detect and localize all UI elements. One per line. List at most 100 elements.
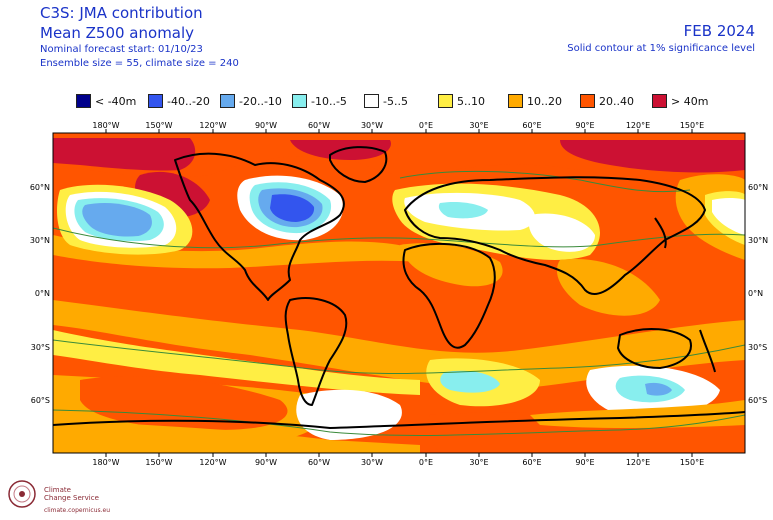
lon-label: 150°E bbox=[680, 458, 704, 465]
legend-swatch bbox=[292, 94, 307, 108]
coastline-japan bbox=[654, 217, 667, 249]
lon-label: 180°W bbox=[92, 121, 119, 130]
lat-labels-left: 60°N 30°N 0°N 30°S 60°S bbox=[30, 183, 50, 405]
world-map: 180°W 150°W 120°W 90°W 60°W 30°W 0°E 30°… bbox=[30, 121, 768, 465]
lon-label: 90°E bbox=[575, 458, 594, 465]
legend-item: -40..-20 bbox=[148, 93, 210, 109]
legend-item: 20..40 bbox=[580, 93, 634, 109]
legend-label: -5..5 bbox=[383, 94, 408, 108]
lat-label: 0°N bbox=[748, 289, 763, 298]
significance-contour bbox=[53, 409, 745, 436]
lat-label: 30°N bbox=[748, 236, 768, 245]
legend-label: -40..-20 bbox=[167, 94, 210, 108]
lat-labels-right: 60°N 30°N 0°N 30°S 60°S bbox=[748, 183, 768, 405]
lon-label: 120°W bbox=[199, 121, 226, 130]
lon-label: 90°E bbox=[575, 121, 594, 130]
ensemble-size-text: Ensemble size = 55, climate size = 240 bbox=[40, 58, 239, 69]
legend-item: 5..10 bbox=[438, 93, 485, 109]
axis-ticks bbox=[105, 129, 693, 457]
significance-contour bbox=[399, 170, 691, 193]
climate-service-logo-icon bbox=[8, 480, 36, 508]
legend-label: -20..-10 bbox=[239, 94, 282, 108]
lon-label: 30°W bbox=[361, 121, 383, 130]
lon-label: 120°W bbox=[199, 458, 226, 465]
legend-label: -10..-5 bbox=[311, 94, 347, 108]
legend-swatch bbox=[76, 94, 91, 108]
anomaly-region bbox=[80, 376, 288, 430]
legend-item: -20..-10 bbox=[220, 93, 282, 109]
significance-contour bbox=[53, 339, 745, 374]
logo-url: climate.copernicus.eu bbox=[44, 507, 111, 514]
anomaly-region bbox=[440, 370, 500, 393]
anomaly-region bbox=[400, 243, 503, 287]
lat-label: 30°S bbox=[31, 343, 50, 352]
legend-swatch bbox=[652, 94, 667, 108]
legend-label: 5..10 bbox=[457, 94, 485, 108]
lat-label: 30°S bbox=[748, 343, 767, 352]
lon-label: 0°E bbox=[419, 121, 433, 130]
anomaly-region bbox=[560, 140, 745, 173]
lon-label: 30°W bbox=[361, 458, 383, 465]
legend-swatch bbox=[148, 94, 163, 108]
coastline-new-zealand bbox=[699, 329, 716, 373]
lon-labels-bottom: 180°W 150°W 120°W 90°W 60°W 30°W 0°E 30°… bbox=[92, 458, 704, 465]
lon-label: 150°W bbox=[145, 458, 172, 465]
legend-item: < -40m bbox=[76, 93, 136, 109]
lat-label: 0°N bbox=[35, 289, 50, 298]
lon-label: 60°W bbox=[308, 458, 330, 465]
lon-label: 90°W bbox=[255, 458, 277, 465]
coastline-greenland bbox=[329, 146, 388, 183]
anomaly-region bbox=[530, 400, 745, 429]
legend-item: > 40m bbox=[652, 93, 708, 109]
anomaly-region bbox=[53, 138, 196, 171]
lat-label: 60°N bbox=[30, 183, 50, 192]
anomaly-region bbox=[645, 382, 672, 396]
coastline-eurasia bbox=[404, 176, 706, 295]
anomaly-region bbox=[438, 201, 488, 219]
coastline-australia bbox=[617, 328, 692, 369]
legend-swatch bbox=[508, 94, 523, 108]
coastline-antarctica bbox=[53, 411, 745, 429]
lon-label: 30°E bbox=[469, 121, 488, 130]
legend-label: < -40m bbox=[95, 94, 137, 108]
lon-label: 90°W bbox=[255, 121, 277, 130]
coastlines bbox=[53, 146, 745, 429]
lon-label: 180°W bbox=[92, 458, 119, 465]
anomaly-region bbox=[528, 213, 595, 252]
significance-contours bbox=[53, 170, 745, 436]
legend-label: > 40m bbox=[671, 94, 709, 108]
legend-swatch bbox=[364, 94, 379, 108]
lat-label: 60°S bbox=[31, 396, 50, 405]
significance-contour bbox=[53, 227, 745, 249]
lon-label: 0°E bbox=[419, 458, 433, 465]
lon-label: 150°E bbox=[680, 121, 704, 130]
valid-month: FEB 2024 bbox=[683, 22, 755, 40]
anomaly-band bbox=[53, 235, 420, 269]
legend-item: -5..5 bbox=[364, 93, 408, 109]
anomaly-region bbox=[712, 197, 745, 235]
coastline-africa bbox=[402, 242, 496, 349]
lon-labels-top: 180°W 150°W 120°W 90°W 60°W 30°W 0°E 30°… bbox=[92, 121, 704, 130]
map-subtitle: Mean Z500 anomaly bbox=[40, 24, 195, 42]
lon-label: 120°E bbox=[626, 458, 650, 465]
logo-text-line2: Change Service bbox=[44, 494, 99, 502]
lat-label: 30°N bbox=[30, 236, 50, 245]
anomaly-band bbox=[53, 330, 420, 395]
anomaly-region bbox=[53, 420, 420, 453]
coastline-south-america bbox=[284, 297, 348, 406]
anomaly-region bbox=[270, 194, 315, 222]
anomaly-region bbox=[82, 203, 152, 237]
lon-label: 150°W bbox=[145, 121, 172, 130]
forecast-start-text: Nominal forecast start: 01/10/23 bbox=[40, 44, 203, 55]
copernicus-logo: Climate Change Service climate.copernicu… bbox=[6, 474, 146, 516]
lon-label: 60°E bbox=[522, 121, 541, 130]
lon-label: 120°E bbox=[626, 121, 650, 130]
legend-label: 10..20 bbox=[527, 94, 562, 108]
contour-note: Solid contour at 1% significance level bbox=[567, 43, 755, 54]
legend-swatch bbox=[580, 94, 595, 108]
logo-text-line1: Climate bbox=[44, 486, 71, 494]
lat-label: 60°N bbox=[748, 183, 768, 192]
map-title: C3S: JMA contribution bbox=[40, 4, 203, 22]
map-frame bbox=[52, 132, 746, 454]
legend-label: 20..40 bbox=[599, 94, 634, 108]
